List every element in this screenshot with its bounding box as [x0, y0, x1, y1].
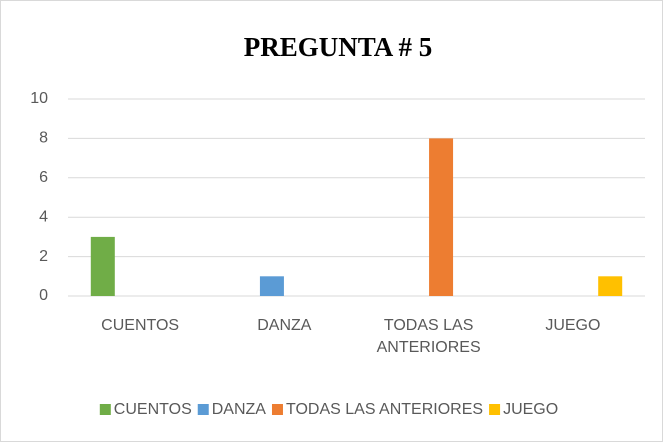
legend-swatch [271, 404, 283, 415]
x-tick-label: TODAS LAS ANTERIORES [376, 317, 481, 356]
y-tick-label: 8 [39, 130, 48, 147]
x-tick-label: JUEGO [545, 317, 601, 334]
legend-swatch [489, 404, 501, 415]
y-tick-label: 6 [39, 169, 48, 186]
bar [259, 276, 284, 296]
bar [598, 276, 623, 296]
x-tick-label: DANZA [257, 317, 312, 334]
bar [429, 138, 454, 296]
legend-label: CUENTOS [114, 401, 192, 418]
x-tick-label: CUENTOS [101, 317, 180, 334]
legend-swatch [197, 404, 209, 415]
legend-label: TODAS LAS ANTERIORES [286, 401, 483, 418]
y-tick-label: 0 [39, 287, 48, 304]
legend-label: DANZA [212, 401, 267, 418]
y-tick-label: 10 [30, 90, 48, 107]
y-tick-label: 2 [39, 248, 48, 265]
legend-label: JUEGO [503, 401, 558, 418]
y-tick-label: 4 [39, 208, 48, 225]
bar [90, 236, 115, 296]
legend-swatch [99, 404, 111, 415]
chart-title: PREGUNTA # 5 [244, 32, 433, 62]
